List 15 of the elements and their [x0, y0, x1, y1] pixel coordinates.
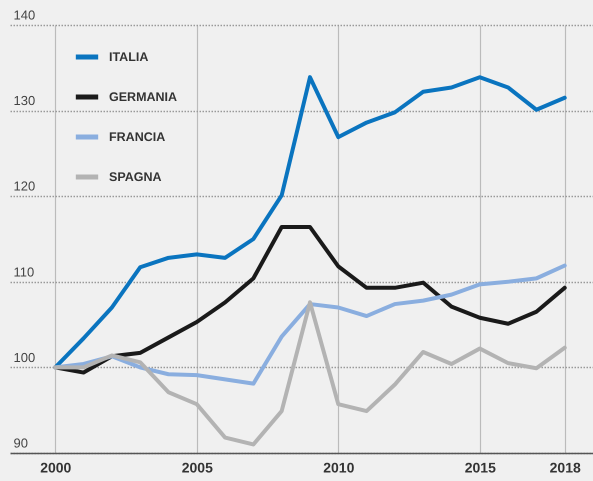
- legend-label: GERMANIA: [109, 90, 178, 104]
- x-tick-label: 2005: [182, 460, 214, 476]
- y-tick-label: 90: [14, 436, 28, 450]
- y-tick-label: 100: [14, 350, 36, 365]
- y-tick-label: 140: [14, 8, 36, 22]
- x-tick-label: 2015: [464, 460, 496, 476]
- x-tick-label: 2000: [40, 460, 72, 476]
- y-tick-label: 120: [14, 178, 36, 194]
- legend-label: FRANCIA: [109, 130, 166, 144]
- y-tick-label: 130: [14, 93, 36, 108]
- x-tick-label: 2010: [323, 460, 355, 476]
- x-tick-label: 2018: [550, 460, 581, 476]
- y-tick-label: 110: [14, 264, 34, 280]
- legend-label: SPAGNA: [109, 170, 162, 184]
- legend-label: ITALIA: [109, 50, 148, 64]
